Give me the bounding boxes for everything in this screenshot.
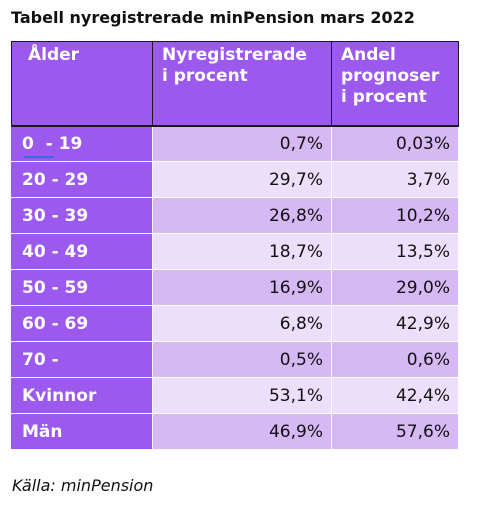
- new-registrations-value: 0,5%: [152, 341, 332, 378]
- header-age: Ålder: [11, 41, 153, 127]
- table-row: 30 - 39 26,8% 10,2%: [11, 197, 459, 234]
- table-row: 60 - 69 6,8% 42,9%: [11, 305, 459, 342]
- row-label: 70 -: [11, 341, 153, 378]
- forecast-value: 3,7%: [331, 161, 459, 198]
- forecast-value: 42,4%: [331, 377, 459, 414]
- row-label: 50 - 59: [11, 269, 153, 306]
- new-registrations-value: 46,9%: [152, 413, 332, 450]
- row-label: 30 - 39: [11, 197, 153, 234]
- forecast-value: 10,2%: [331, 197, 459, 234]
- forecast-value: 0,03%: [331, 125, 459, 162]
- table-row: 20 - 29 29,7% 3,7%: [11, 161, 459, 198]
- header-forecast-line2: prognoser: [341, 66, 440, 86]
- header-new-reg-line2: i procent: [162, 66, 248, 86]
- forecast-value: 13,5%: [331, 233, 459, 270]
- row-label: Män: [11, 413, 153, 450]
- registration-table: Ålder Nyregistrerade i procent Andel pro…: [11, 41, 459, 450]
- row-label: 20 - 29: [11, 161, 153, 198]
- table-header-row: Ålder Nyregistrerade i procent Andel pro…: [11, 41, 459, 127]
- header-forecast-share: Andel prognoser i procent: [331, 41, 459, 127]
- row-label: 40 - 49: [11, 233, 153, 270]
- header-forecast-line1: Andel: [341, 45, 396, 65]
- new-registrations-value: 16,9%: [152, 269, 332, 306]
- table-row: 70 - 0,5% 0,6%: [11, 341, 459, 378]
- header-new-reg-line1: Nyregistrerade: [162, 45, 307, 65]
- new-registrations-value: 29,7%: [152, 161, 332, 198]
- header-age-label: Ålder: [28, 45, 80, 65]
- row-label-text: 0 - 19: [22, 133, 83, 154]
- new-registrations-value: 0,7%: [152, 125, 332, 162]
- row-label: 60 - 69: [11, 305, 153, 342]
- table-row: 50 - 59 16,9% 29,0%: [11, 269, 459, 306]
- new-registrations-value: 6,8%: [152, 305, 332, 342]
- table-title: Tabell nyregistrerade minPension mars 20…: [11, 8, 415, 27]
- source-note: Källa: minPension: [12, 476, 154, 495]
- forecast-value: 29,0%: [331, 269, 459, 306]
- header-new-registrations: Nyregistrerade i procent: [152, 41, 332, 127]
- table-row: Män 46,9% 57,6%: [11, 413, 459, 450]
- table-row: Kvinnor 53,1% 42,4%: [11, 377, 459, 414]
- forecast-value: 42,9%: [331, 305, 459, 342]
- row-label: Kvinnor: [11, 377, 153, 414]
- row-label: 0 - 19: [11, 125, 153, 162]
- header-forecast-line3: i procent: [341, 87, 427, 107]
- new-registrations-value: 26,8%: [152, 197, 332, 234]
- forecast-value: 57,6%: [331, 413, 459, 450]
- new-registrations-value: 53,1%: [152, 377, 332, 414]
- table-row: 0 - 19 0,7% 0,03%: [11, 125, 459, 162]
- table-row: 40 - 49 18,7% 13,5%: [11, 233, 459, 270]
- new-registrations-value: 18,7%: [152, 233, 332, 270]
- forecast-value: 0,6%: [331, 341, 459, 378]
